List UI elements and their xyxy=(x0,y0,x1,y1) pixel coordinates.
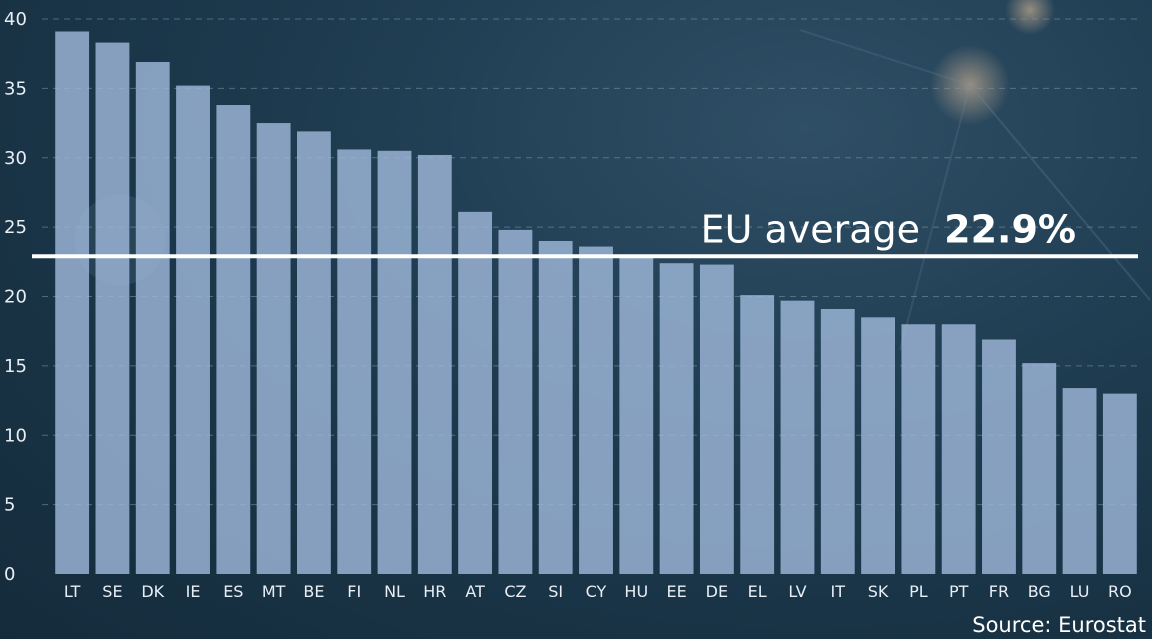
bar-ee xyxy=(659,263,694,574)
bar-el xyxy=(740,295,775,574)
eu-average-label: EU average 22.9% xyxy=(701,207,1076,251)
x-tick-label: AT xyxy=(465,582,485,601)
bar-cy xyxy=(579,246,613,575)
bar-lu xyxy=(1062,388,1097,574)
x-tick-label: IE xyxy=(186,582,201,601)
x-tick-label: BG xyxy=(1028,582,1051,601)
x-axis-ticks: LT SE DK IE ES MT BE FI NL HR AT CZ SI CY HU EE DE EL LV IT… xyxy=(64,582,1132,601)
x-tick-label: MT xyxy=(262,582,286,601)
bar-bg xyxy=(1022,363,1057,574)
y-tick-label: 40 xyxy=(4,9,27,30)
bar-pl xyxy=(901,324,936,574)
x-tick-label: NL xyxy=(384,582,405,601)
y-tick-label: 0 xyxy=(4,564,15,585)
x-tick-label: DE xyxy=(706,582,728,601)
x-tick-label: CY xyxy=(586,582,607,601)
bar-dk xyxy=(135,62,170,574)
y-tick-label: 15 xyxy=(4,356,27,377)
x-tick-label: HU xyxy=(624,582,648,601)
x-tick-label: CZ xyxy=(504,582,526,601)
x-tick-label: SI xyxy=(548,582,563,601)
x-tick-label: PT xyxy=(949,582,969,601)
x-tick-label: SK xyxy=(868,582,889,601)
x-tick-label: FI xyxy=(347,582,361,601)
x-tick-label: RO xyxy=(1108,582,1132,601)
source-note: Source: Eurostat xyxy=(972,613,1146,637)
y-tick-label: 25 xyxy=(4,217,27,238)
bar-ro xyxy=(1102,393,1137,574)
bar-cz xyxy=(498,229,533,574)
y-tick-label: 5 xyxy=(4,495,15,516)
bar-fi xyxy=(337,149,372,575)
x-tick-label: LT xyxy=(64,582,81,601)
bars xyxy=(55,31,1137,575)
x-tick-label: FR xyxy=(989,582,1009,601)
eu-average-text: EU average xyxy=(701,207,920,251)
x-tick-label: EL xyxy=(748,582,767,601)
y-tick-label: 30 xyxy=(4,148,27,169)
y-tick-label: 10 xyxy=(4,425,27,446)
bar-se xyxy=(95,42,130,574)
x-tick-label: LU xyxy=(1070,582,1090,601)
y-axis-ticks: 0 5 10 15 20 25 30 35 40 xyxy=(4,9,27,585)
bar-be xyxy=(297,131,331,574)
eu-average-value: 22.9% xyxy=(944,207,1076,251)
bar-es xyxy=(216,105,251,575)
x-tick-label: EE xyxy=(666,582,686,601)
x-tick-label: LV xyxy=(788,582,806,601)
x-tick-label: SE xyxy=(102,582,122,601)
bar-sk xyxy=(861,317,895,574)
x-tick-label: IT xyxy=(831,582,846,601)
bar-lt xyxy=(55,31,90,575)
bar-mt xyxy=(256,123,291,574)
bar-pt xyxy=(941,324,976,574)
bar-it xyxy=(820,308,855,574)
x-tick-label: PL xyxy=(909,582,928,601)
x-tick-label: ES xyxy=(223,582,243,601)
x-tick-label: BE xyxy=(303,582,324,601)
bar-at xyxy=(458,211,493,575)
bar-de xyxy=(699,264,734,574)
bar-si xyxy=(538,241,573,574)
bar-hu xyxy=(619,256,654,574)
y-tick-label: 35 xyxy=(4,78,27,99)
x-tick-label: HR xyxy=(423,582,446,601)
y-tick-label: 20 xyxy=(4,287,27,308)
bar-ie xyxy=(176,85,210,574)
x-tick-label: DK xyxy=(141,582,164,601)
bar-nl xyxy=(377,150,412,574)
bar-fr xyxy=(982,339,1016,574)
bar-hr xyxy=(417,154,452,574)
bar-lv xyxy=(780,300,815,574)
